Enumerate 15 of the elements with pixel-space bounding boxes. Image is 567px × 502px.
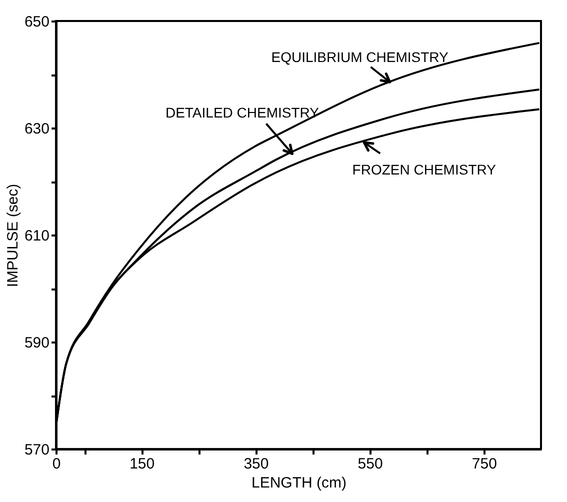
annotation: EQUILIBRIUM CHEMISTRY [271, 48, 449, 65]
y-tick-label: 570 [24, 442, 50, 458]
annotation: DETAILED CHEMISTRY [165, 104, 320, 121]
x-tick-label: 0 [52, 456, 61, 472]
y-tick-label: 590 [24, 334, 50, 352]
y-tick-label: 610 [24, 228, 50, 244]
y-axis-title: IMPULSE (sec) [4, 184, 22, 288]
y-tick-label: 630 [24, 120, 50, 138]
x-axis-title: LENGTH (cm) [252, 474, 346, 492]
x-tick-label: 350 [244, 456, 269, 472]
x-tick-label: 750 [472, 456, 497, 472]
x-tick-label: 550 [358, 456, 383, 472]
x-tick-label: 150 [130, 456, 155, 472]
y-tick-label: 650 [24, 14, 50, 30]
annotation: FROZEN CHEMISTRY [352, 161, 497, 178]
